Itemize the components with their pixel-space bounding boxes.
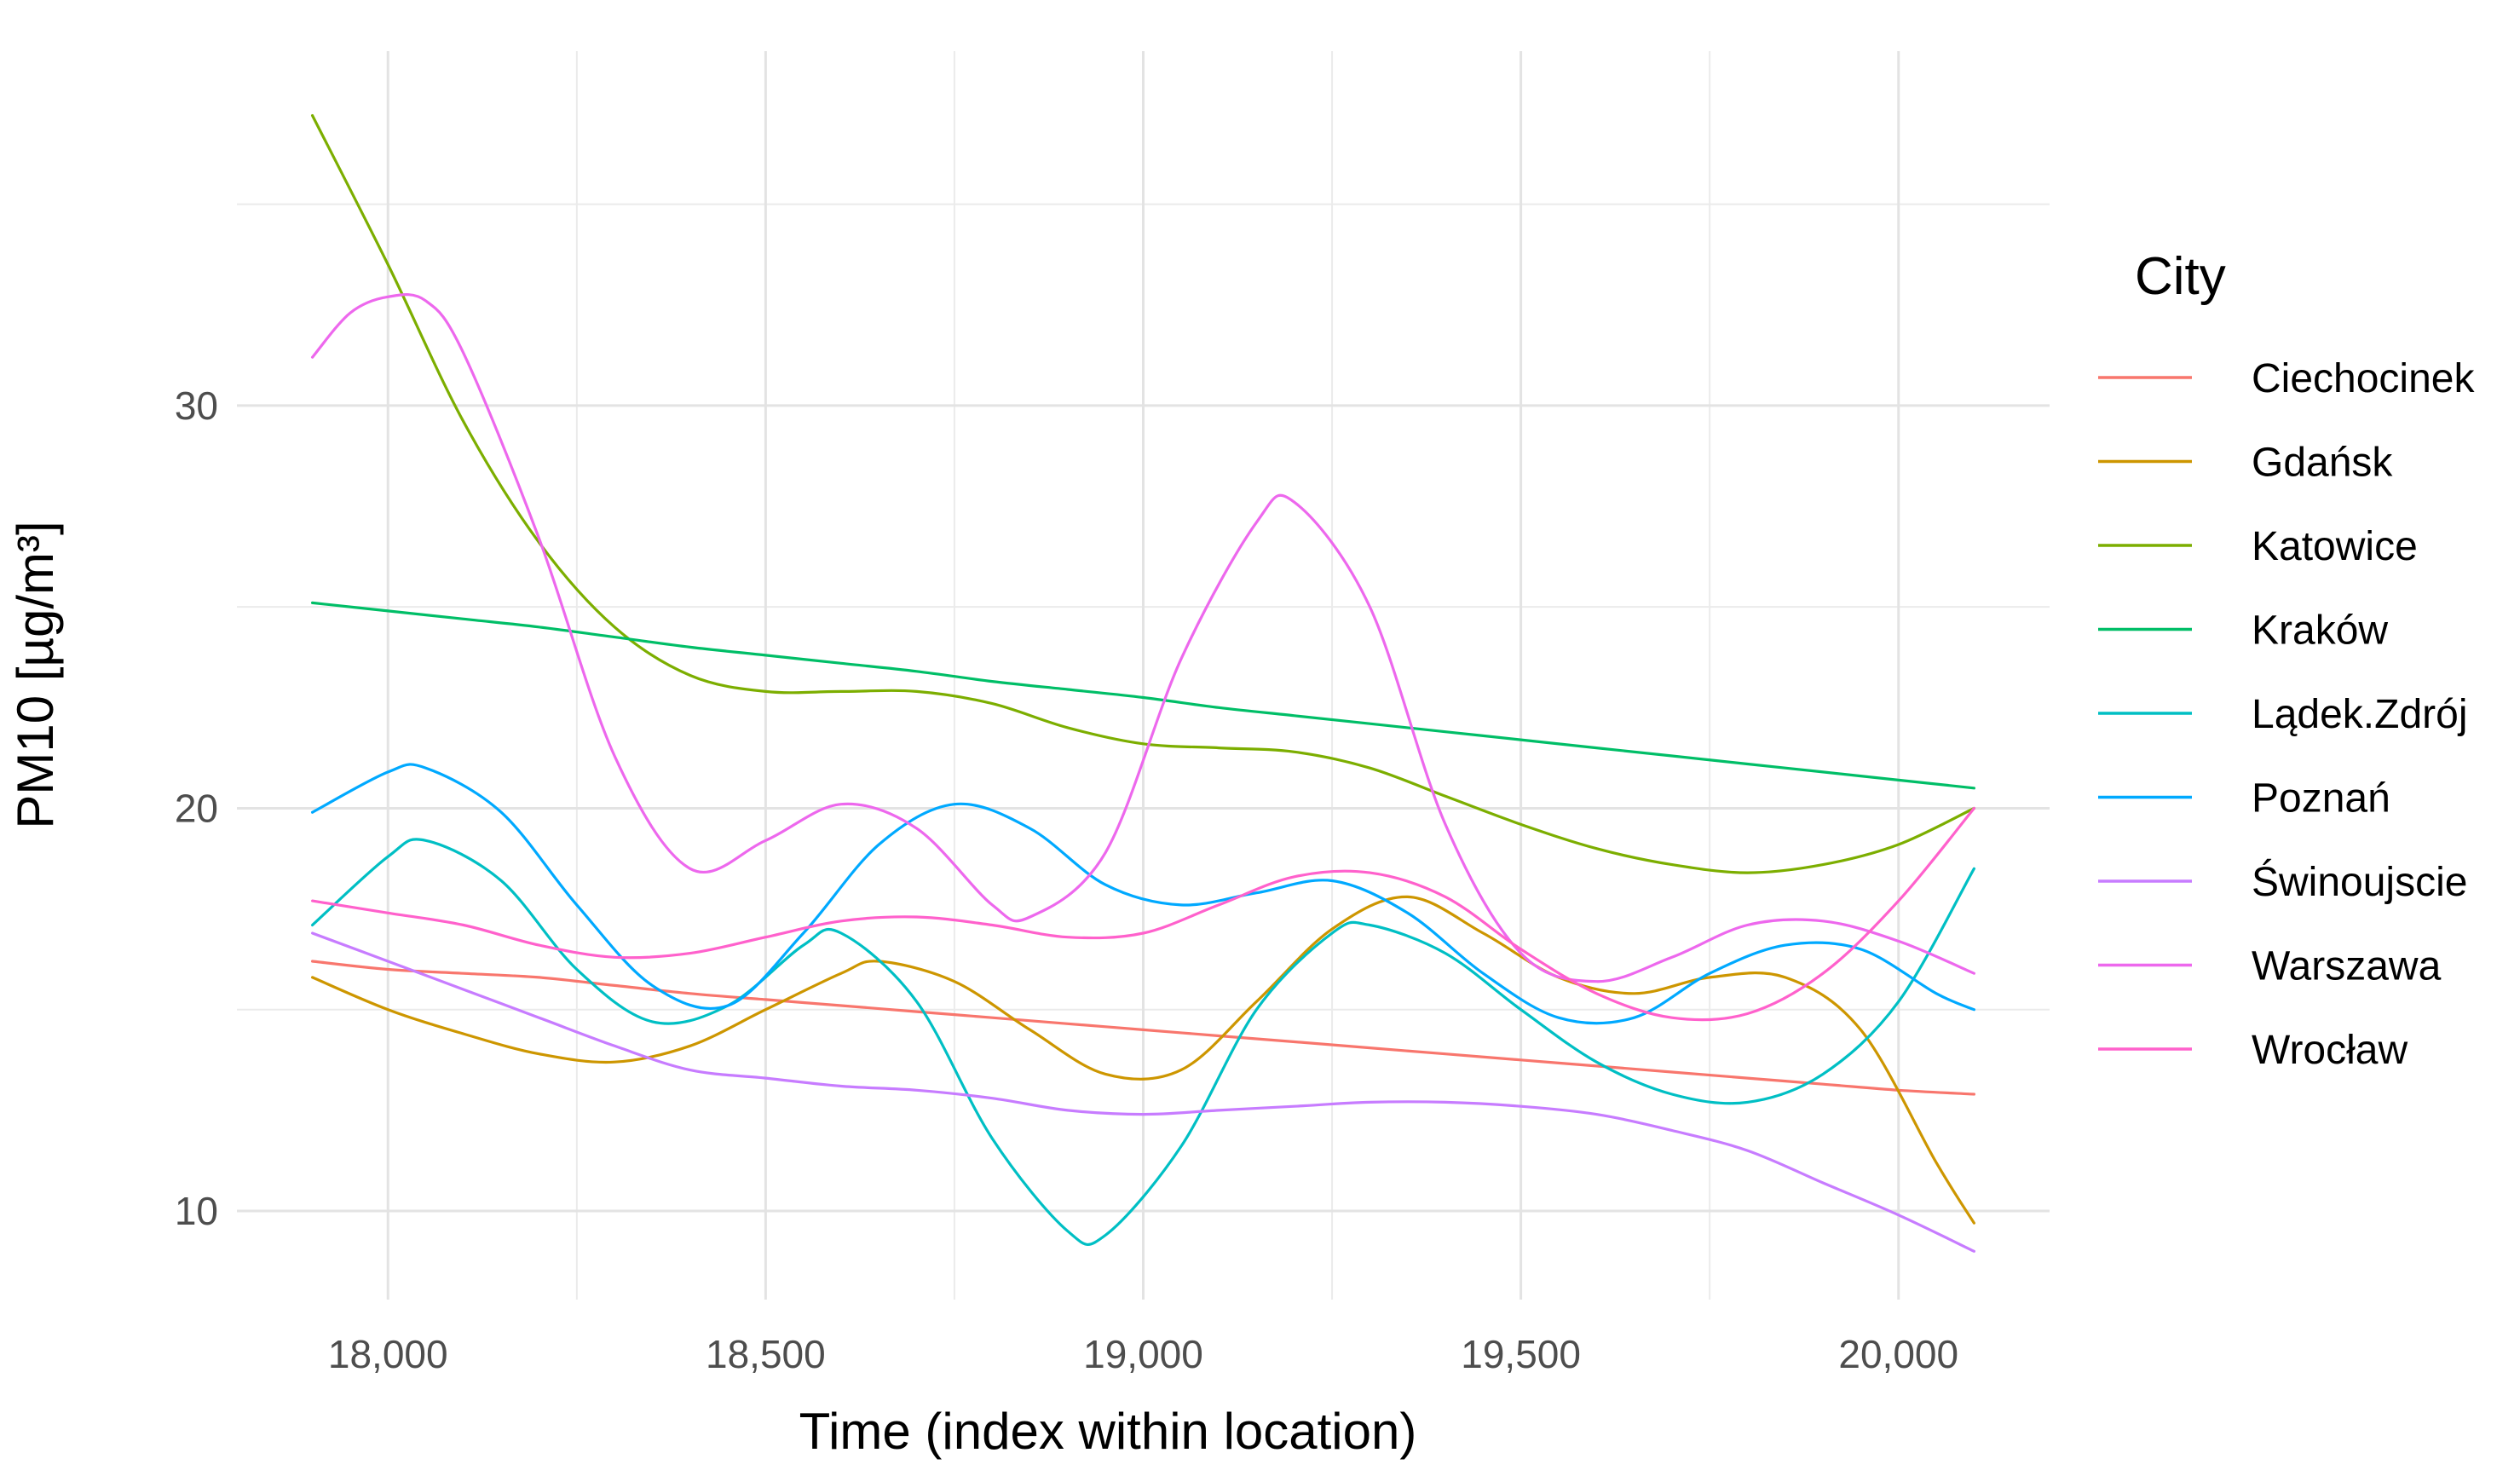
x-tick-label: 18,500 (706, 1332, 826, 1376)
x-axis-title: Time (index within location) (799, 1403, 1417, 1460)
y-tick-label: 10 (175, 1189, 218, 1233)
legend-label-krak-w: Kraków (2252, 608, 2388, 654)
x-tick-label: 18,000 (328, 1332, 448, 1376)
series-line-warszawa (311, 293, 1975, 983)
legend-label-katowice: Katowice (2252, 524, 2418, 569)
legend-label-pozna-: Poznań (2252, 776, 2390, 822)
x-tick-label: 19,500 (1461, 1332, 1581, 1376)
series-line-wroc-aw (311, 806, 1975, 1022)
series-line-pozna- (311, 763, 1975, 1025)
series-lines (311, 114, 1975, 1253)
legend: Ciechocinek Gdańsk Katowice Kraków Lądek.Zdr… (2098, 356, 2475, 1073)
series-line-krak-w (311, 601, 1975, 790)
y-axis-title: PM10 [µg/m³] (7, 521, 64, 828)
major-gridlines (237, 51, 2050, 1300)
y-tick-labels: 10 20 30 (175, 383, 218, 1233)
legend-label-wroc-aw: Wrocław (2252, 1028, 2408, 1073)
legend-label-l-dek-zdr-j: Lądek.Zdrój (2252, 692, 2467, 737)
y-tick-label: 30 (175, 383, 218, 428)
x-tick-label: 19,000 (1083, 1332, 1203, 1376)
legend-label--winoujscie: Świnoujscie (2252, 858, 2467, 905)
series-line-l-dek-zdr-j (311, 838, 1975, 1246)
series-line--winoujscie (311, 931, 1975, 1253)
series-line-katowice (311, 114, 1975, 874)
legend-label-ciechocinek: Ciechocinek (2252, 356, 2475, 401)
x-tick-label: 20,000 (1838, 1332, 1958, 1376)
legend-label-gda-sk: Gdańsk (2252, 441, 2393, 486)
legend-label-warszawa: Warszawa (2252, 944, 2442, 989)
legend-title: City (2135, 247, 2226, 306)
y-tick-label: 20 (175, 786, 218, 830)
series-line-gda-sk (311, 895, 1975, 1225)
x-tick-labels: 18,000 18,500 19,000 19,500 20,000 (328, 1332, 1958, 1376)
